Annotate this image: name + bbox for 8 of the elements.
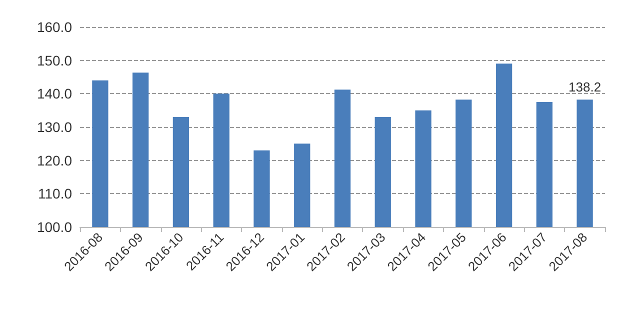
data-label: 138.2 [568,80,602,95]
y-tick-label: 140.0 [36,86,72,102]
y-tick-label: 160.0 [36,19,72,35]
y-tick-label: 110.0 [38,186,72,202]
y-tick-label: 150.0 [36,52,72,68]
y-tick-label: 120.0 [36,152,72,168]
y-tick-label: 130.0 [36,119,72,135]
y-tick-label: 100.0 [36,219,72,235]
